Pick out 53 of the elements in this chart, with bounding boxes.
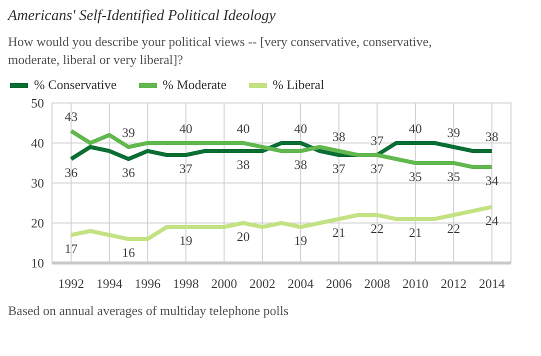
data-label: 37 [370, 161, 384, 176]
data-label: 38 [236, 157, 250, 172]
chart-title: Americans' Self-Identified Political Ideology [8, 8, 277, 25]
legend-label: % Conservative [34, 77, 117, 93]
y-tick-label: 50 [31, 96, 44, 111]
y-tick-label: 20 [31, 216, 44, 231]
y-tick-label: 40 [31, 136, 44, 151]
x-tick-label: 2014 [478, 276, 506, 292]
chart-subtitle: How would you describe your political views -- [very conservative, conservative, moderate, liberal or very liberal]? [8, 33, 433, 69]
x-tick-label: 2006 [326, 276, 352, 292]
y-tick-label: 30 [31, 176, 44, 191]
x-tick-label: 2008 [364, 276, 390, 292]
x-tick-label: 2002 [249, 276, 276, 292]
x-tick-label: 1998 [172, 276, 199, 292]
data-label: 36 [64, 165, 78, 180]
data-label: 39 [122, 125, 135, 140]
data-label: 38 [485, 129, 498, 144]
data-label: 37 [179, 161, 193, 176]
data-label: 35 [408, 169, 422, 184]
y-tick-label: 10 [31, 256, 44, 271]
data-label: 22 [370, 221, 384, 236]
data-label: 40 [294, 121, 308, 136]
data-label: 21 [408, 225, 422, 240]
data-label: 19 [179, 233, 192, 248]
data-label: 43 [64, 109, 78, 124]
data-label: 38 [332, 129, 346, 144]
text: Based on annual averages of multiday telephone polls [8, 303, 290, 319]
data-label: 36 [122, 165, 136, 180]
data-label: 19 [294, 233, 308, 248]
data-label: 21 [332, 225, 346, 240]
data-label: 34 [485, 173, 499, 188]
x-tick-label: 1994 [96, 276, 123, 292]
legend-label: % Moderate [162, 77, 227, 93]
x-tick-label: 1996 [134, 276, 162, 292]
x-tick-label: 2012 [440, 276, 467, 292]
data-label: 40 [408, 121, 422, 136]
data-label: 17 [64, 241, 78, 256]
data-label: 37 [332, 161, 346, 176]
data-label: 35 [447, 169, 460, 184]
data-label: 40 [179, 121, 192, 136]
x-tick-label: 2010 [402, 276, 428, 292]
x-tick-label: 2000 [211, 276, 238, 292]
data-label: 38 [294, 157, 308, 172]
data-label: 16 [122, 245, 136, 260]
data-label: 24 [485, 213, 499, 228]
data-label: 39 [447, 125, 460, 140]
data-label: 40 [236, 121, 250, 136]
data-label: 37 [370, 133, 384, 148]
legend-label: % Liberal [272, 77, 324, 93]
x-tick-label: 2004 [288, 276, 314, 292]
x-tick-label: 1992 [58, 276, 84, 292]
data-label: 22 [447, 221, 460, 236]
data-label: 20 [236, 229, 250, 244]
